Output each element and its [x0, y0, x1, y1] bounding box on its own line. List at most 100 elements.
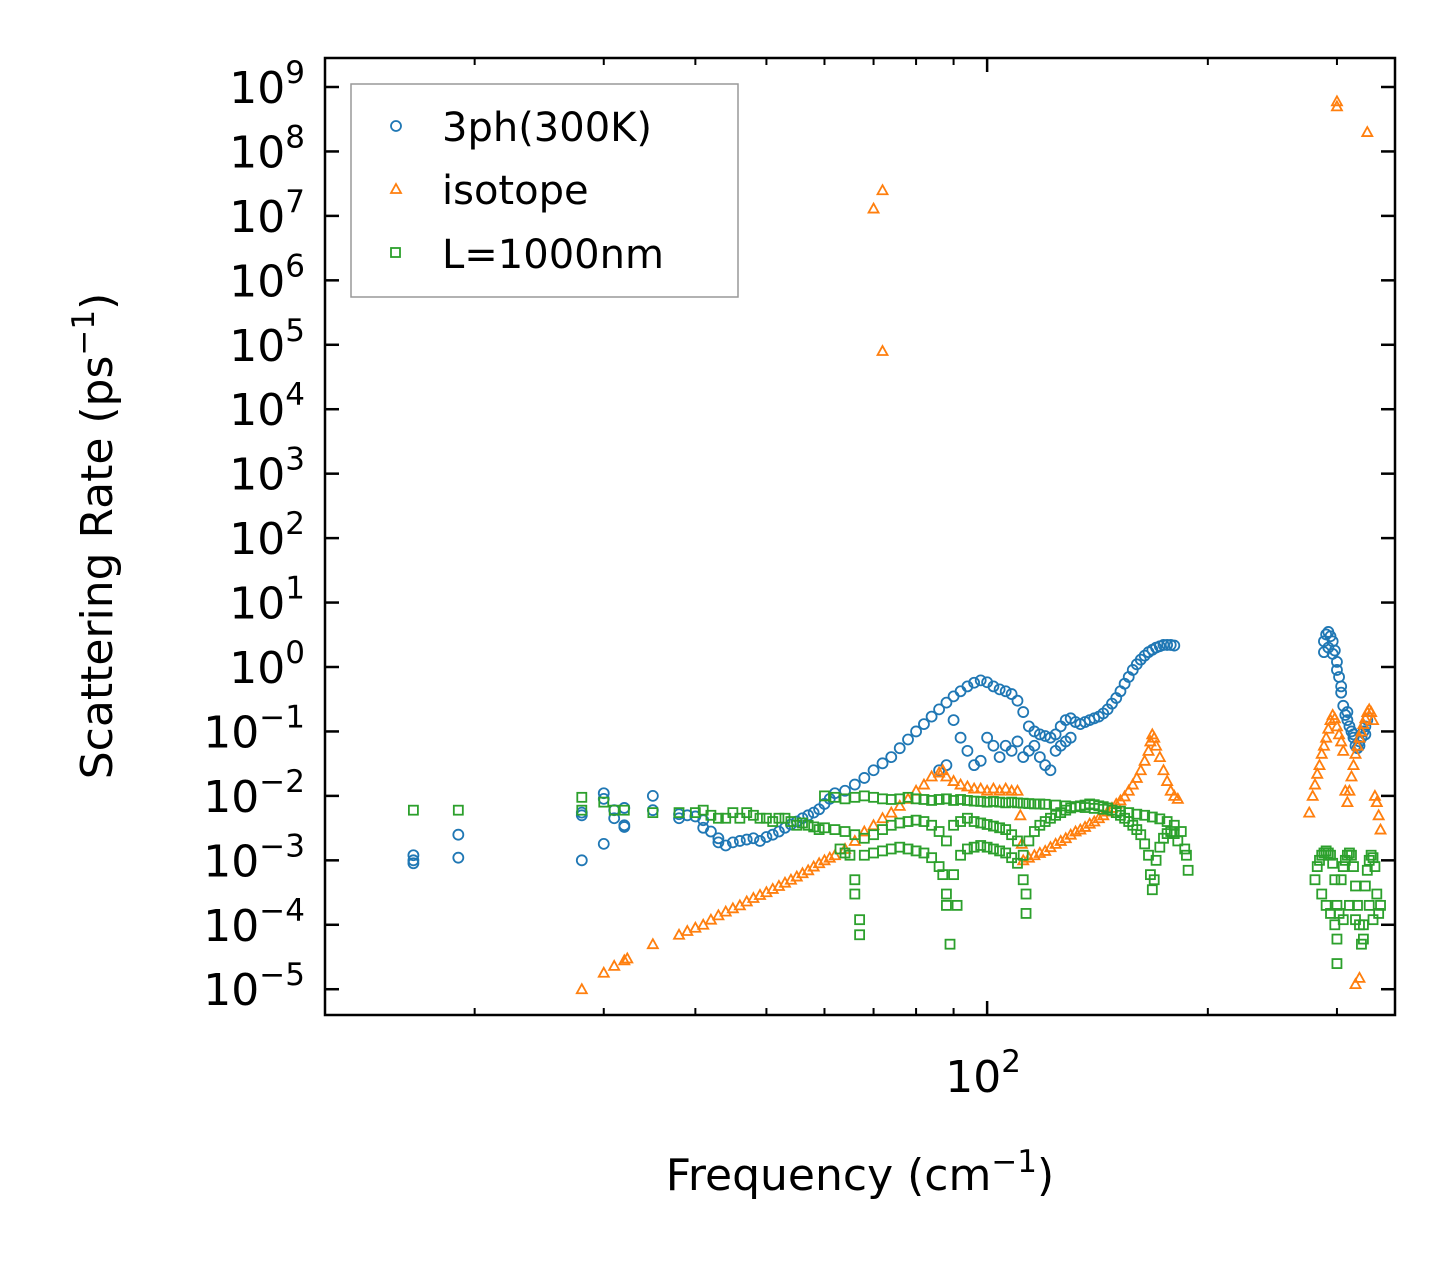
data-point-boundary [926, 795, 938, 806]
data-point-boundary [452, 804, 464, 816]
data-point-isotope [901, 791, 915, 804]
data-point-3ph [575, 854, 588, 867]
data-point-boundary [829, 824, 841, 835]
data-point-isotope [1078, 820, 1092, 832]
data-point-3ph [918, 718, 930, 731]
data-point-isotope [939, 769, 953, 782]
data-point-3ph [733, 835, 746, 847]
data-point-boundary [937, 869, 949, 881]
data-point-isotope [893, 799, 907, 811]
data-point-3ph [1161, 639, 1174, 651]
data-point-boundary [1148, 874, 1160, 886]
data-point-boundary [1373, 908, 1385, 919]
data-point-boundary [1161, 828, 1173, 839]
y-axis-label-main: Scattering Rate (ps [72, 356, 123, 780]
data-point-3ph [885, 751, 898, 763]
y-tick-exponent: −2 [259, 764, 305, 800]
data-point-3ph [452, 851, 465, 864]
y-tick-exponent: 6 [285, 248, 305, 284]
data-point-boundary [1150, 854, 1162, 866]
y-tick-exponent: 9 [285, 55, 305, 91]
series-2 [408, 790, 1386, 969]
data-point-boundary [1359, 880, 1371, 892]
x-axis-label-end: ) [1037, 1150, 1054, 1201]
y-tick-exponent: 0 [285, 635, 305, 671]
legend: 3ph(300K) isotope L=1000nm [350, 83, 739, 298]
data-point-boundary [748, 809, 759, 821]
data-point-boundary [988, 796, 999, 807]
data-point-boundary [618, 804, 630, 816]
data-point-boundary [1346, 849, 1357, 861]
data-point-boundary [1182, 864, 1194, 876]
data-point-3ph [719, 839, 732, 852]
data-point-boundary [1344, 899, 1355, 911]
data-point-isotope [974, 781, 988, 794]
data-point-isotope [1348, 977, 1363, 990]
data-point-boundary [994, 822, 1006, 834]
data-point-3ph [839, 784, 851, 797]
data-point-boundary [720, 812, 732, 824]
data-point-boundary [933, 826, 945, 837]
data-point-isotope [1083, 816, 1097, 829]
data-point-boundary [1012, 857, 1023, 869]
x-tick-label: 102 [945, 1044, 1021, 1103]
data-point-3ph [726, 836, 739, 849]
y-tick-label: 107 [229, 184, 305, 243]
y-tick-exponent: 7 [285, 184, 305, 220]
y-tick-label: 103 [229, 442, 305, 501]
data-point-3ph [987, 680, 1000, 693]
data-point-3ph [1033, 728, 1046, 741]
y-axis-label-end: ) [72, 293, 123, 310]
data-point-isotope [688, 920, 702, 933]
y-tick-base: 10 [229, 514, 285, 565]
data-point-3ph [954, 731, 967, 744]
data-point-3ph [681, 809, 694, 822]
y-tick-label: 104 [229, 377, 305, 436]
data-point-3ph [876, 757, 889, 770]
data-point-boundary [988, 843, 999, 855]
data-point-boundary [1337, 914, 1349, 926]
data-point-boundary [902, 816, 914, 827]
data-point-3ph [1134, 653, 1147, 666]
data-point-boundary [754, 812, 766, 824]
data-point-3ph [705, 825, 717, 838]
data-point-isotope [1149, 738, 1163, 751]
data-point-3ph [1011, 694, 1024, 707]
data-point-3ph [407, 857, 420, 870]
data-point-boundary [576, 804, 588, 816]
data-point-isotope [857, 824, 871, 837]
data-point-3ph [902, 733, 914, 746]
x-axis-label: Frequency (cm−1) [666, 1144, 1054, 1201]
series-1 [575, 94, 1388, 995]
y-tick-base: 10 [229, 643, 285, 694]
data-point-boundary [1020, 888, 1032, 900]
data-point-isotope [1171, 791, 1185, 804]
data-point-3ph [848, 778, 861, 791]
data-point-3ph [712, 832, 725, 845]
data-point-3ph [947, 714, 960, 726]
data-point-3ph [993, 683, 1006, 696]
data-point-isotope [1054, 834, 1068, 846]
data-point-3ph [407, 849, 420, 862]
data-point-3ph [1005, 744, 1018, 757]
data-point-isotope [1336, 743, 1350, 756]
data-point-isotope [954, 777, 968, 790]
data-point-isotope [812, 856, 826, 869]
data-point-3ph [1011, 735, 1024, 748]
data-point-boundary [1006, 796, 1018, 808]
data-point-3ph [597, 837, 610, 850]
data-point-3ph [968, 676, 981, 689]
data-point-boundary [849, 888, 861, 900]
data-point-boundary [819, 822, 830, 834]
data-point-boundary [968, 795, 980, 807]
data-point-isotope [646, 937, 660, 950]
data-point-isotope [597, 965, 611, 978]
data-point-boundary [647, 807, 659, 819]
data-point-isotope [617, 953, 631, 966]
data-point-3ph [981, 731, 994, 744]
data-point-boundary [705, 809, 717, 821]
data-point-boundary [1181, 849, 1192, 861]
data-point-isotope [1346, 758, 1361, 771]
data-point-boundary [1017, 874, 1029, 886]
y-tick-exponent: 1 [285, 571, 305, 607]
